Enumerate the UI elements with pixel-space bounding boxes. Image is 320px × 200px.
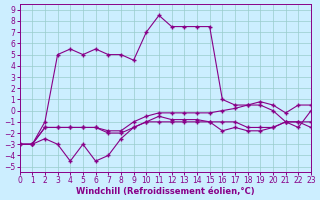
- X-axis label: Windchill (Refroidissement éolien,°C): Windchill (Refroidissement éolien,°C): [76, 187, 255, 196]
